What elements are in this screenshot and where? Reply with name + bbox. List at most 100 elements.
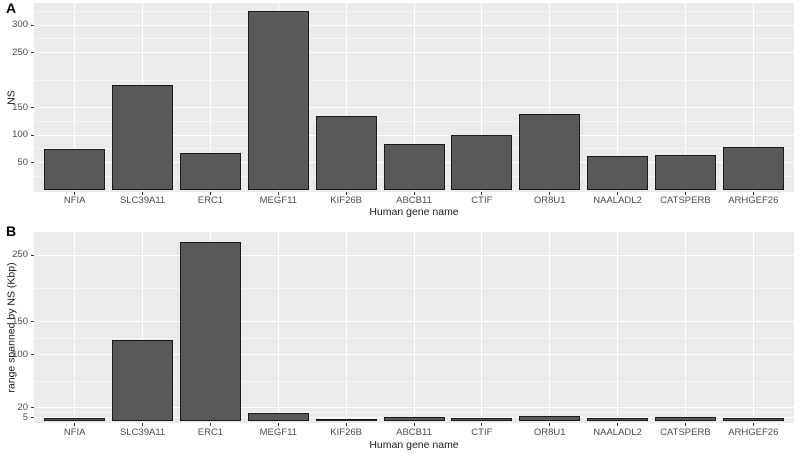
x-axis-title-panel-b: Human gene name bbox=[369, 439, 459, 451]
x-tick-label: ABCB11 bbox=[396, 195, 432, 206]
gridline-vertical bbox=[481, 3, 483, 192]
y-tick-label: 100 bbox=[12, 129, 28, 140]
gridline-major bbox=[34, 407, 794, 409]
panel-label-a: A bbox=[6, 0, 17, 16]
bar-a-or8u1 bbox=[519, 114, 580, 190]
x-tick-label: SLC39A11 bbox=[119, 195, 166, 206]
bar-a-megf11 bbox=[248, 11, 309, 190]
y-tick-label: 300 bbox=[12, 19, 28, 30]
bar-a-naaladl2 bbox=[587, 156, 648, 190]
x-tick-mark bbox=[277, 423, 279, 426]
gridline-vertical bbox=[481, 232, 483, 423]
y-tick-label: 5 bbox=[22, 411, 28, 423]
y-tick-label: 150 bbox=[12, 101, 28, 113]
x-tick-label: KIF26B bbox=[330, 195, 362, 206]
gridline-vertical bbox=[345, 3, 347, 192]
x-tick-mark bbox=[345, 423, 347, 426]
y-tick-mark bbox=[31, 321, 34, 323]
x-tick-label: MEGF11 bbox=[259, 427, 297, 438]
gridline-vertical bbox=[74, 3, 76, 192]
bar-b-megf11 bbox=[248, 413, 309, 421]
x-tick-mark bbox=[549, 423, 551, 426]
x-tick-mark bbox=[481, 423, 483, 426]
bar-b-kif26b bbox=[316, 419, 377, 421]
gridline-minor bbox=[34, 38, 794, 40]
bar-b-nfia bbox=[44, 418, 105, 421]
x-tick-mark bbox=[277, 192, 279, 195]
bar-a-slc39a11 bbox=[112, 85, 173, 190]
gridline-major bbox=[34, 24, 794, 26]
y-tick-mark bbox=[31, 162, 34, 163]
gridline-major bbox=[34, 107, 794, 108]
gridline-vertical bbox=[617, 3, 619, 192]
bar-b-erc1 bbox=[180, 242, 241, 421]
gridline-major bbox=[34, 52, 794, 53]
x-tick-mark bbox=[413, 423, 415, 426]
gridline-major bbox=[34, 254, 794, 256]
gridline-major bbox=[34, 354, 794, 356]
bar-a-erc1 bbox=[180, 153, 241, 190]
x-tick-label: NAALADL2 bbox=[593, 195, 642, 206]
gridline-vertical bbox=[209, 3, 211, 192]
x-tick-label: ARHGEF26 bbox=[728, 195, 779, 206]
gridline-vertical bbox=[277, 232, 279, 423]
gridline-vertical bbox=[142, 232, 144, 423]
x-tick-mark bbox=[549, 192, 551, 195]
gridline-vertical bbox=[617, 232, 619, 423]
x-tick-label: ERC1 bbox=[197, 195, 224, 206]
x-tick-label: OR8U1 bbox=[533, 427, 566, 438]
y-tick-label: 50 bbox=[17, 156, 28, 168]
x-tick-label: CATSPERB bbox=[660, 195, 711, 206]
gridline-vertical bbox=[752, 232, 754, 423]
gridline-minor bbox=[34, 10, 794, 12]
y-tick-label: 100 bbox=[12, 348, 28, 360]
gridline-minor bbox=[34, 287, 794, 289]
gridline-vertical bbox=[413, 232, 415, 423]
y-tick-label: 250 bbox=[12, 46, 28, 58]
y-tick-mark bbox=[31, 24, 34, 26]
x-tick-mark bbox=[209, 423, 211, 426]
x-tick-label: ARHGEF26 bbox=[728, 427, 779, 438]
gridline-vertical bbox=[752, 3, 754, 192]
gridline-minor bbox=[34, 380, 794, 382]
bar-a-catsperb bbox=[655, 155, 716, 190]
bar-b-abcb11 bbox=[384, 417, 445, 421]
gridline-major bbox=[34, 321, 794, 323]
x-tick-mark bbox=[481, 192, 483, 195]
x-tick-mark bbox=[684, 423, 686, 426]
x-tick-label: NFIA bbox=[63, 427, 86, 438]
y-tick-mark bbox=[31, 417, 34, 419]
x-tick-mark bbox=[74, 192, 76, 195]
bar-a-arhgef26 bbox=[723, 147, 784, 190]
y-tick-mark bbox=[31, 107, 34, 108]
y-tick-mark bbox=[31, 52, 34, 53]
x-tick-label: NAALADL2 bbox=[593, 427, 642, 438]
gridline-major bbox=[34, 134, 794, 136]
gridline-vertical bbox=[345, 232, 347, 423]
x-tick-mark bbox=[684, 192, 686, 195]
gridline-vertical bbox=[413, 3, 415, 192]
gridline-minor bbox=[34, 120, 794, 122]
x-tick-mark bbox=[345, 192, 347, 195]
bar-a-nfia bbox=[44, 149, 105, 190]
y-tick-label: 20 bbox=[17, 401, 28, 413]
gridline-minor bbox=[34, 337, 794, 339]
x-axis-title-panel-a: Human gene name bbox=[369, 206, 459, 218]
x-tick-mark bbox=[209, 192, 211, 195]
x-tick-label: KIF26B bbox=[330, 427, 362, 438]
bar-a-ctif bbox=[451, 135, 512, 190]
gridline-minor bbox=[34, 79, 794, 81]
x-tick-label: NFIA bbox=[63, 195, 86, 206]
x-tick-mark bbox=[413, 192, 415, 195]
x-tick-mark bbox=[617, 423, 619, 426]
x-tick-mark bbox=[74, 423, 76, 426]
bar-b-naaladl2 bbox=[587, 418, 648, 421]
x-tick-label: CTIF bbox=[471, 427, 493, 438]
x-tick-label: ERC1 bbox=[197, 427, 224, 438]
x-tick-mark bbox=[752, 423, 754, 426]
gridline-minor bbox=[34, 412, 794, 414]
x-tick-label: CTIF bbox=[471, 195, 493, 206]
gridline-vertical bbox=[684, 232, 686, 423]
x-tick-mark bbox=[752, 192, 754, 195]
